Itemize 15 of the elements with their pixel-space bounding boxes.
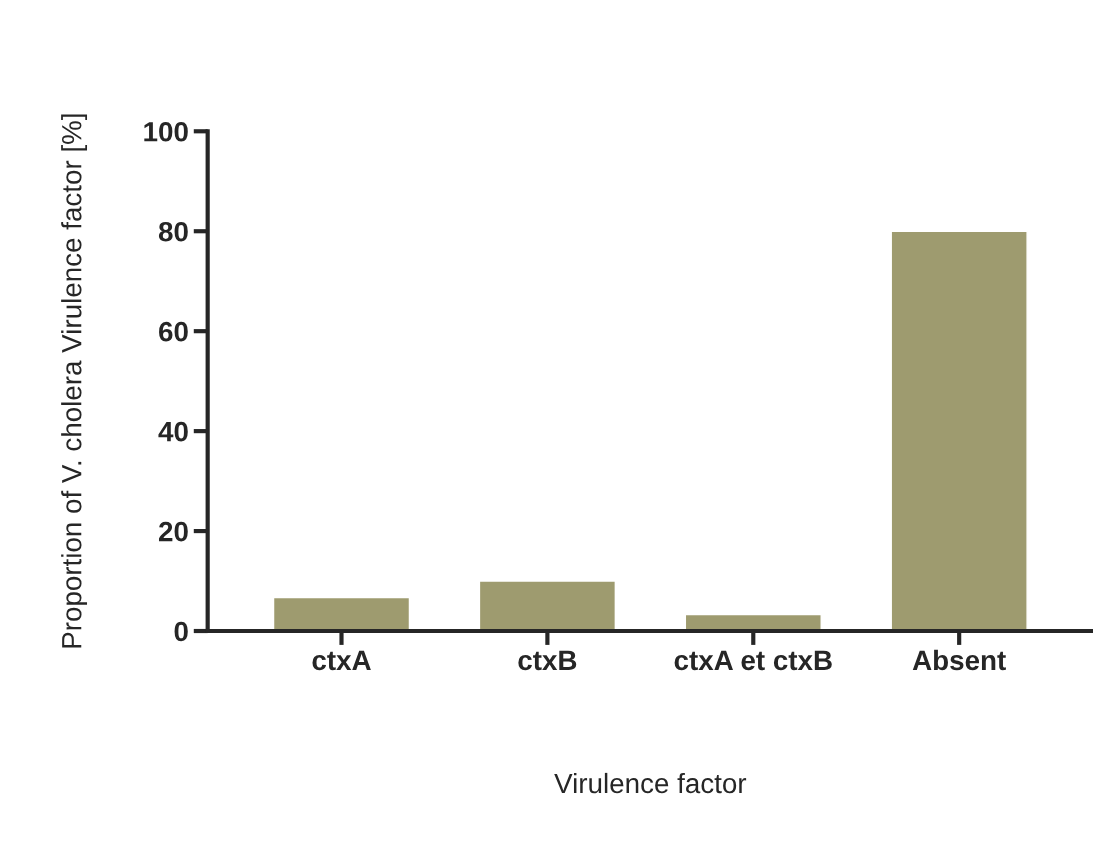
x-tick-label: Absent xyxy=(912,649,1006,671)
x-tick-label: ctxA xyxy=(312,650,371,671)
y-tick-label: 60 xyxy=(159,321,188,342)
y-tick-label: 100 xyxy=(144,121,188,142)
bar xyxy=(890,230,1028,632)
y-tick-label: 0 xyxy=(174,621,188,642)
x-tick-label: ctxA et ctxB xyxy=(674,650,832,671)
bar xyxy=(272,596,411,632)
bar xyxy=(478,580,617,632)
y-tick-label: 40 xyxy=(158,421,188,442)
x-tick-label: ctxB xyxy=(518,650,577,671)
x-axis-title: Virulence factor xyxy=(554,772,747,794)
y-tick-label: 20 xyxy=(158,521,188,542)
y-tick-label: 80 xyxy=(158,221,188,242)
y-axis-title: Proportion of V. cholera Virulence factor [%] xyxy=(61,114,88,648)
